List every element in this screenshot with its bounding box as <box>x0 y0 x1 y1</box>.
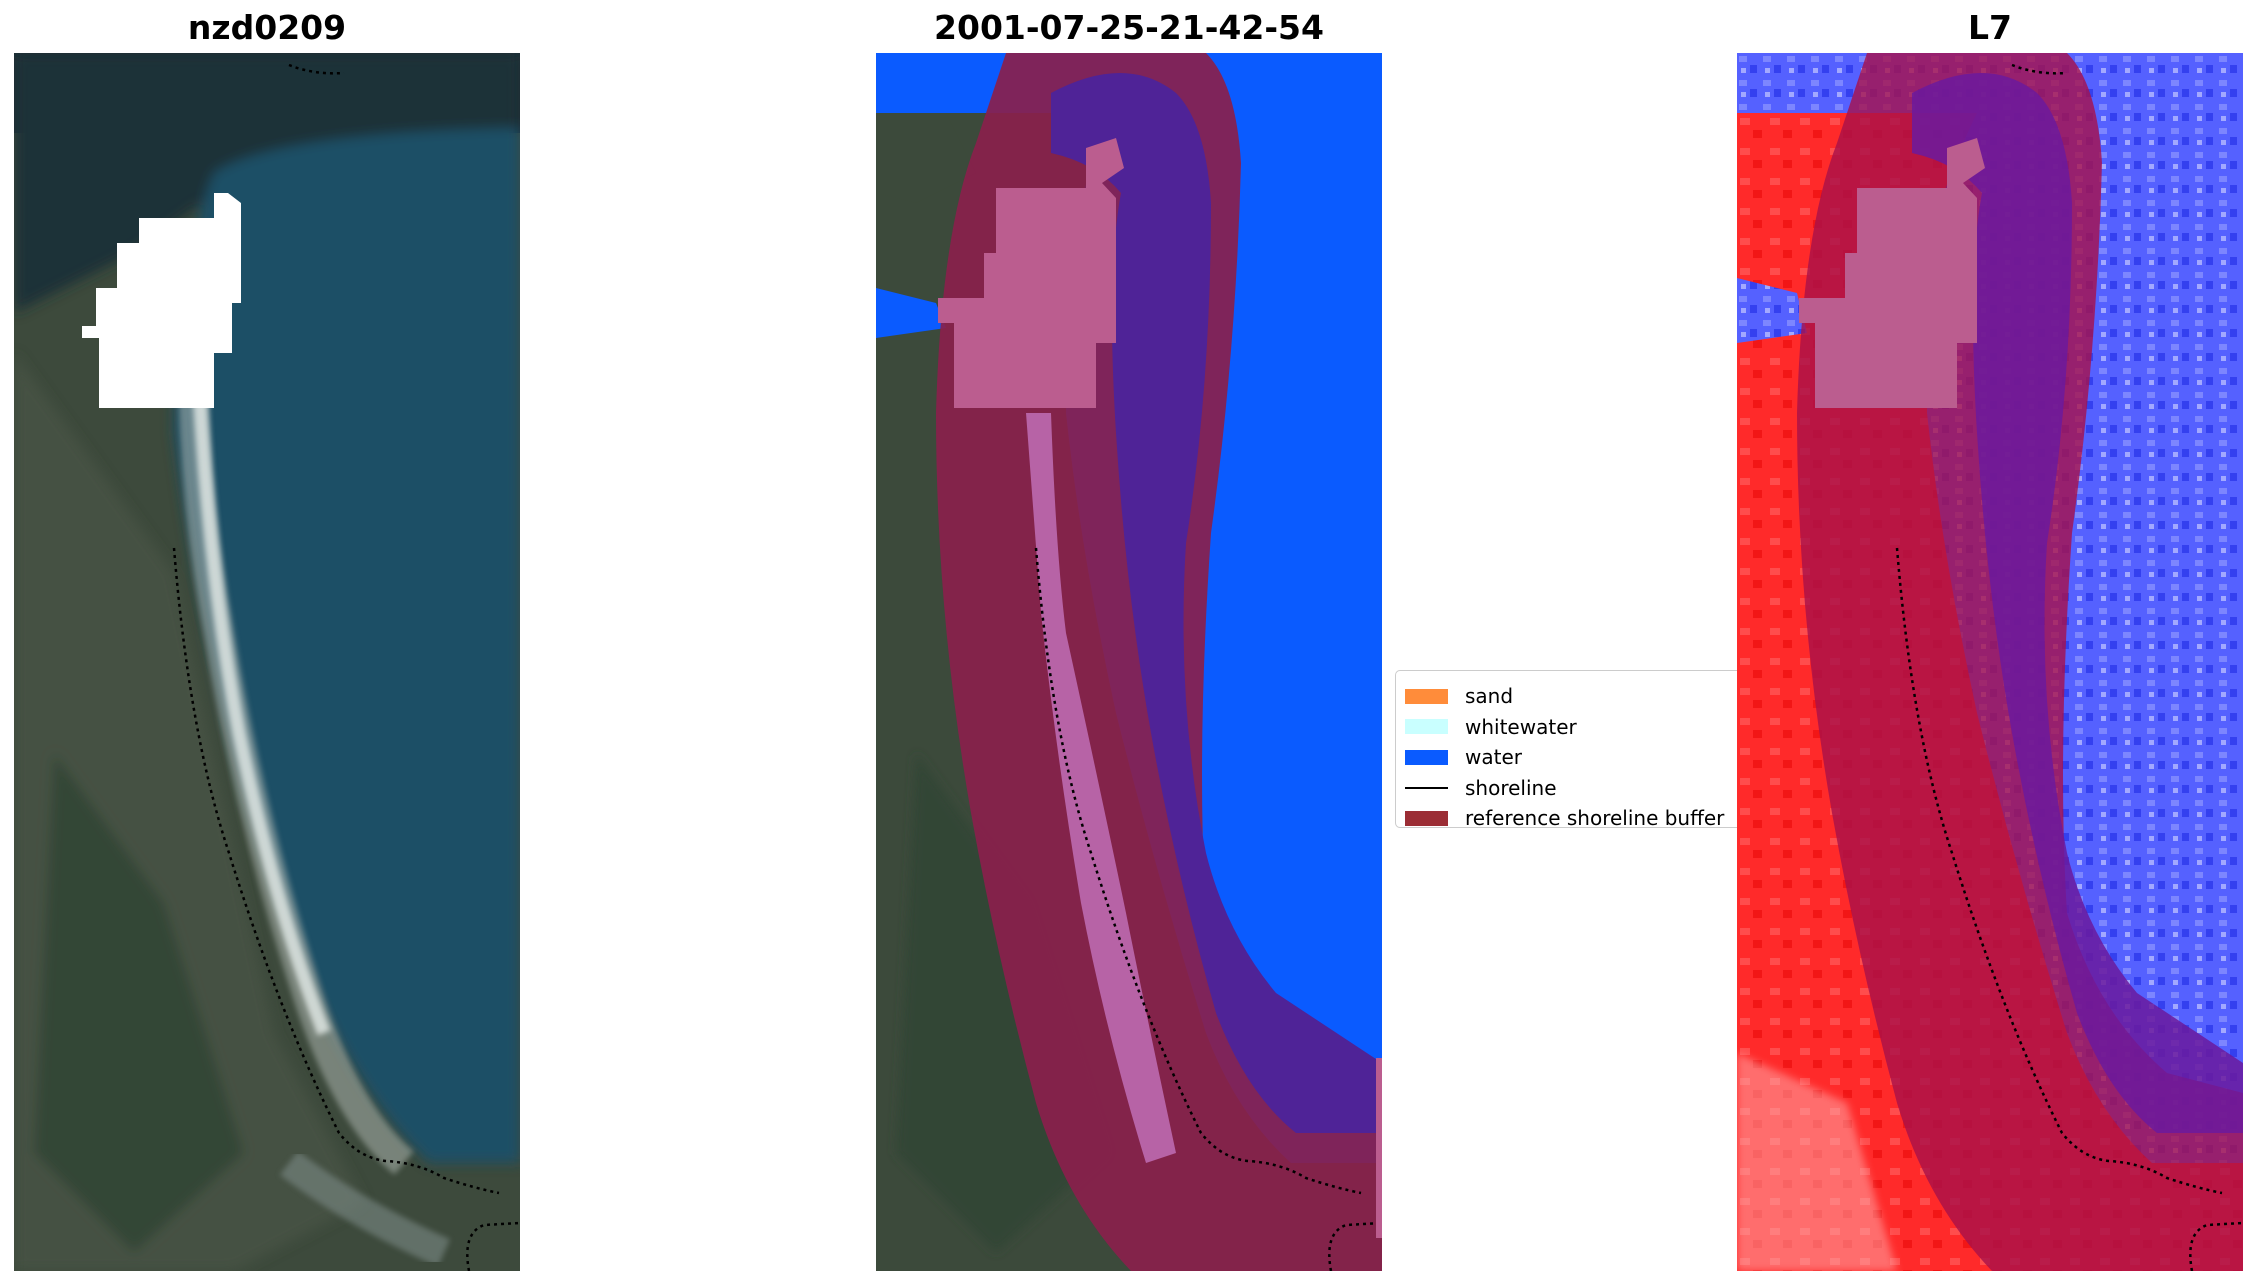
legend-item-buffer: reference shoreline buffer <box>1405 803 1754 834</box>
panel-title-index: L7 <box>1968 8 2012 47</box>
legend-label: whitewater <box>1465 714 1577 739</box>
legend-label: shoreline <box>1465 775 1557 800</box>
shoreline-line-swatch <box>1405 786 1448 789</box>
legend-item-water: water <box>1405 742 1754 773</box>
rgb-satellite-image <box>14 53 520 1271</box>
legend-label: water <box>1465 745 1522 770</box>
legend-label: reference shoreline buffer <box>1465 806 1725 831</box>
water-swatch <box>1405 749 1448 765</box>
whitewater-swatch <box>1405 719 1448 735</box>
legend-item-shoreline: shoreline <box>1405 773 1754 804</box>
legend-label: sand <box>1465 684 1514 709</box>
classified-image <box>876 53 1382 1271</box>
legend-item-whitewater: whitewater <box>1405 712 1754 743</box>
sand-swatch <box>1405 688 1448 704</box>
panel-title-rgb: nzd0209 <box>187 8 347 47</box>
legend-item-sand: sand <box>1405 681 1754 712</box>
buffer-swatch <box>1405 810 1448 826</box>
index-image <box>1737 53 2243 1271</box>
legend: sand whitewater water shoreline referenc… <box>1395 670 1755 830</box>
panel-title-classification: 2001-07-25-21-42-54 <box>934 8 1324 47</box>
